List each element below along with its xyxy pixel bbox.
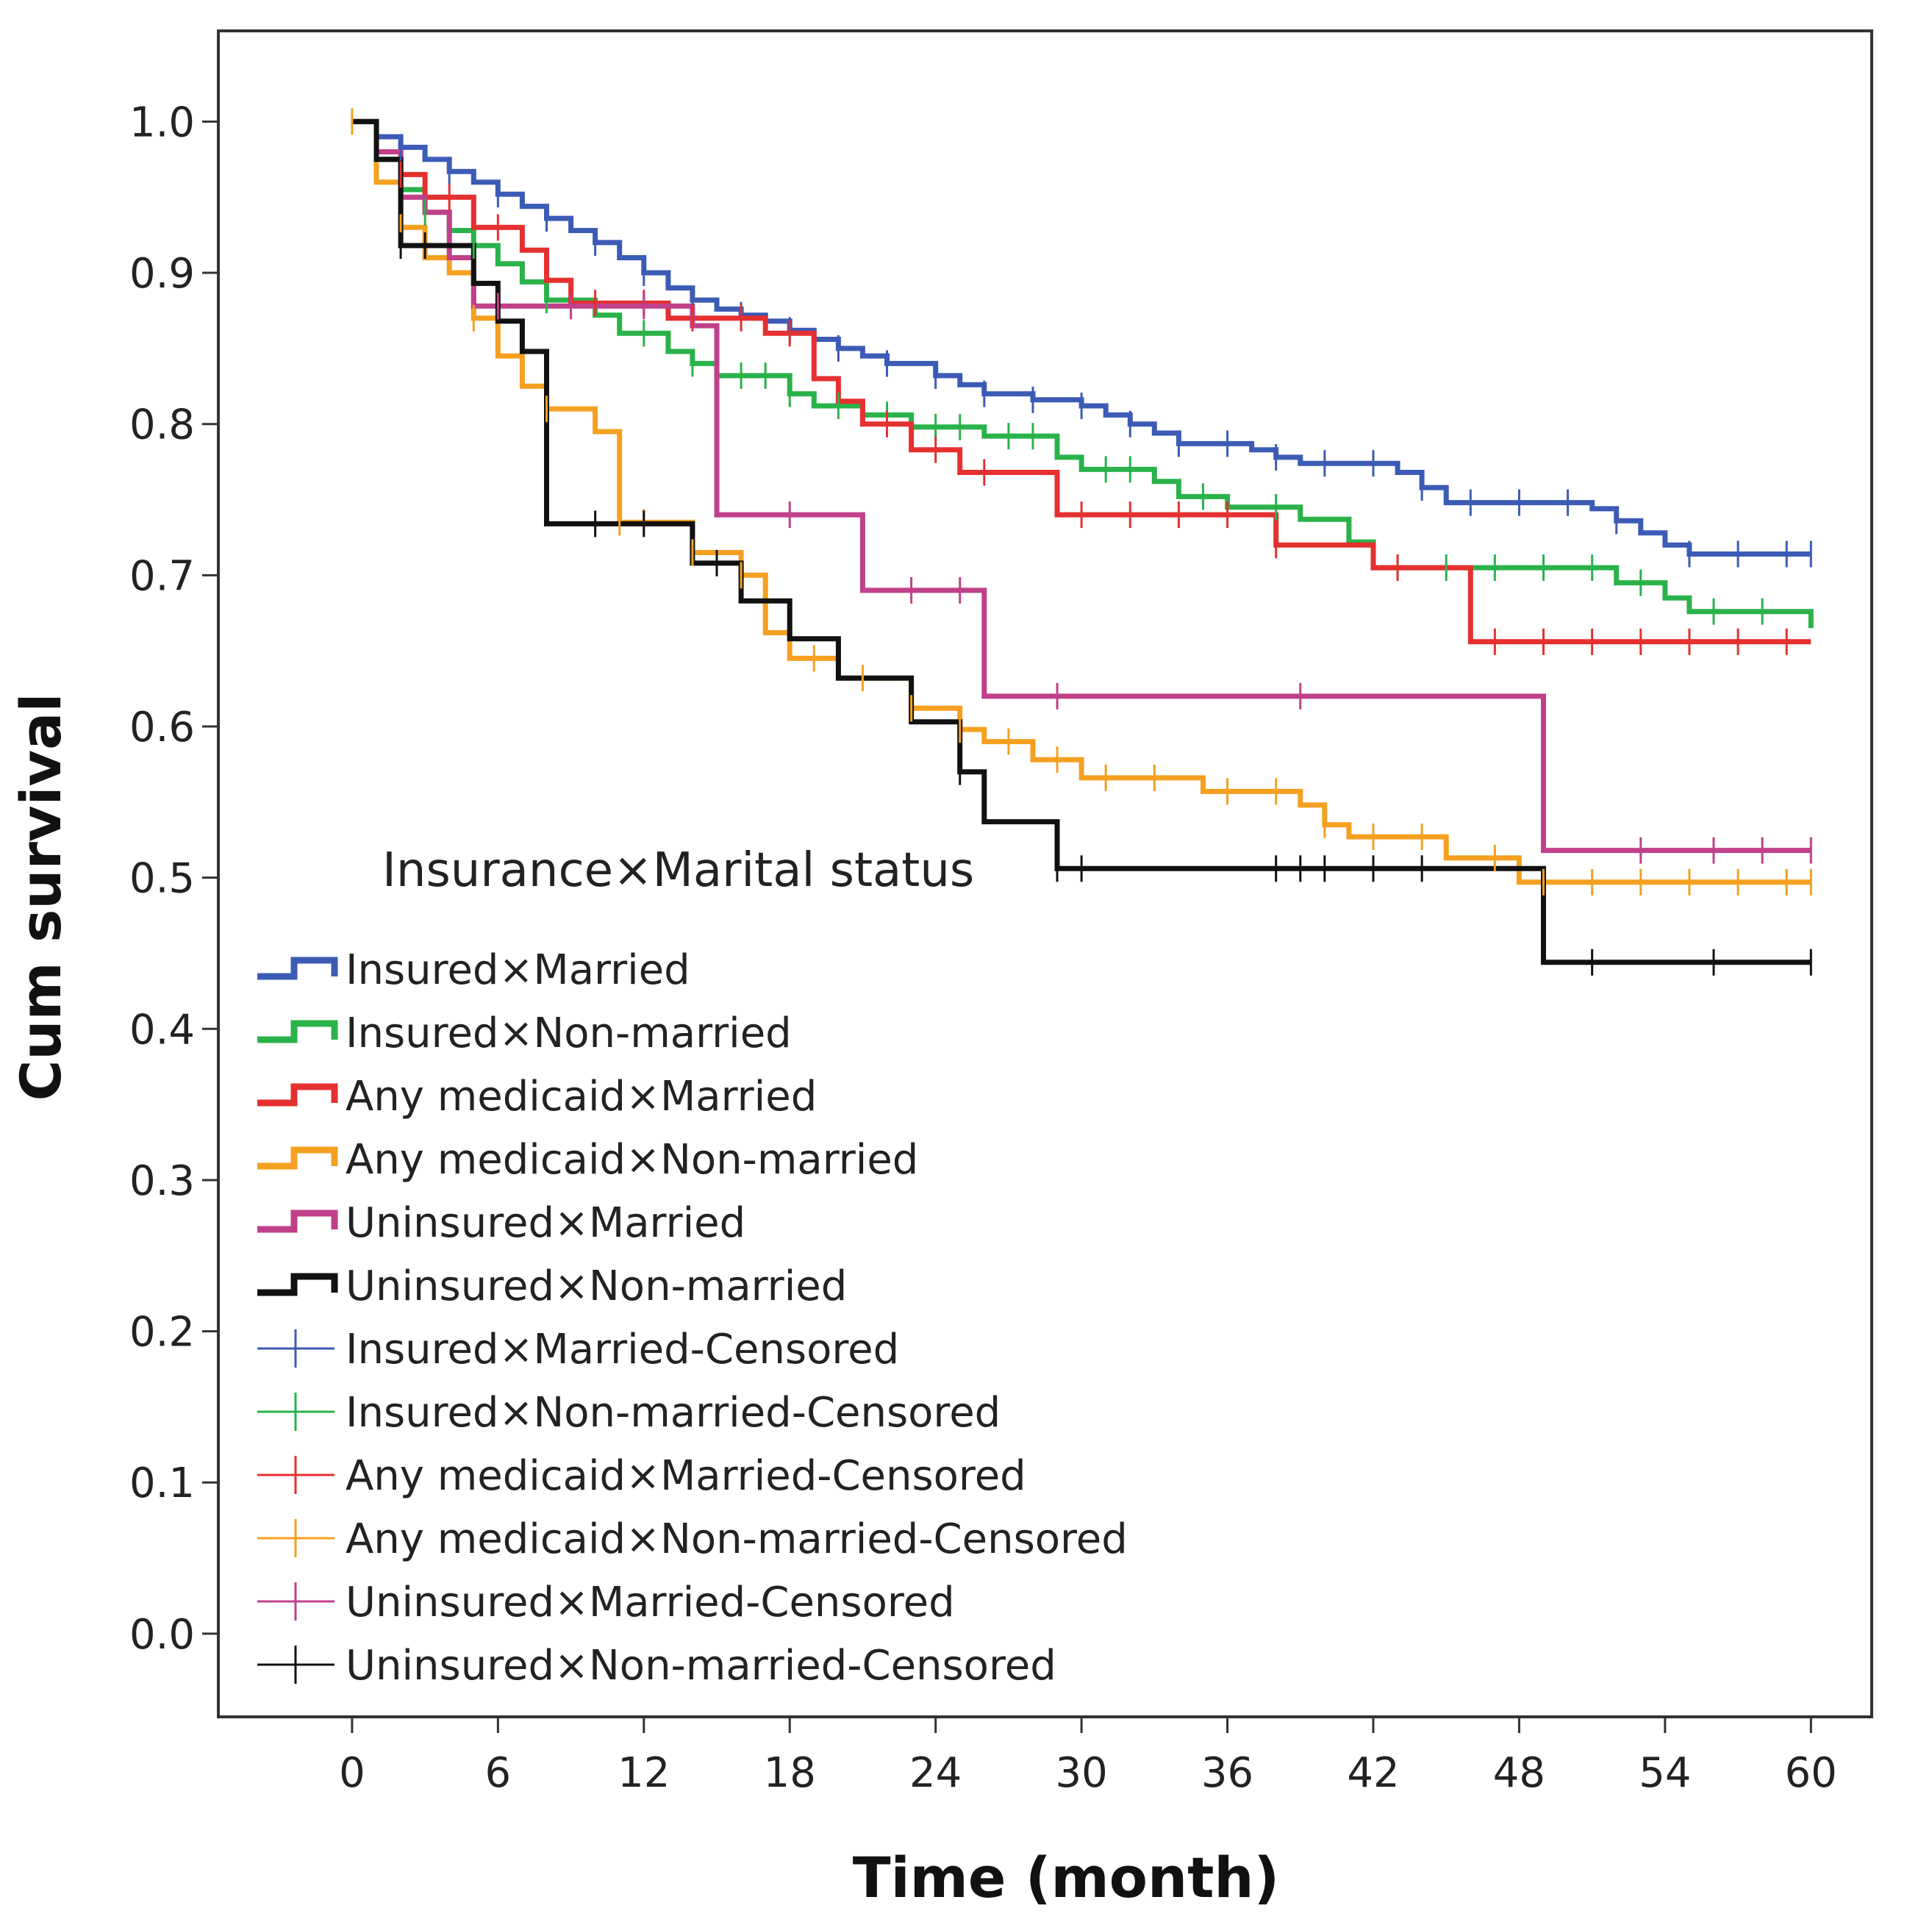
y-tick-label: 0.8 [129,401,195,449]
y-tick-label: 0.2 [129,1309,195,1357]
x-tick-label: 36 [1201,1749,1253,1797]
x-axis: 0 6 12 18 24 30 36 42 48 54 60 [339,1717,1837,1797]
legend-label: Uninsured×Married [346,1199,745,1247]
x-tick-label: 48 [1493,1749,1545,1797]
y-tick-label: 0.7 [129,552,195,600]
legend-step-symbol [257,1146,338,1170]
legend-label: Insured×Non-married-Censored [346,1389,1001,1437]
x-tick-label: 12 [618,1749,670,1797]
curve-any-medicaid-non-married [351,118,1811,885]
legend-label: Uninsured×Non-married [346,1262,847,1310]
x-tick-label: 30 [1055,1749,1107,1797]
legend-label: Insured×Married-Censored [346,1326,899,1373]
legend-label: Any medicaid×Non-married [346,1136,918,1184]
legend-label: Uninsured×Married-Censored [346,1579,955,1626]
legend-label: Any medicaid×Married-Censored [346,1452,1026,1500]
y-axis-title: Cum survival [8,693,74,1101]
legend: Insured×Married Insured×Non-married Any me… [257,946,1128,1690]
legend-label: Insured×Non-married [346,1010,792,1057]
legend-step-symbol [257,1210,338,1233]
x-tick-label: 54 [1639,1749,1691,1797]
x-axis-title: Time (month) [853,1845,1280,1910]
legend-label: Insured×Married [346,946,690,994]
legend-step-symbol [257,1083,338,1107]
legend-title: Insurance×Marital status [382,843,974,898]
x-tick-label: 42 [1347,1749,1399,1797]
curve-insured-married [351,118,1811,557]
x-tick-label: 18 [764,1749,816,1797]
censor-marks [351,108,1812,976]
legend-step-symbol [257,1020,338,1043]
y-tick-label: 1.0 [129,99,195,146]
legend-label: Any medicaid×Non-married-Censored [346,1515,1128,1563]
x-tick-label: 6 [485,1749,512,1797]
y-tick-label: 0.5 [129,855,195,903]
y-tick-label: 0.1 [129,1460,195,1507]
y-tick-label: 0.9 [129,250,195,298]
plot-frame [217,29,1873,1718]
y-tick-label: 0.4 [129,1006,195,1054]
y-tick-label: 0.0 [129,1611,195,1659]
legend-step-symbol [257,957,338,980]
y-axis: 0.0 0.1 0.2 0.3 0.4 0.5 0.6 0.7 0.8 0.9 1.0 [129,99,218,1659]
x-tick-label: 60 [1785,1749,1837,1797]
y-tick-label: 0.3 [129,1157,195,1205]
legend-label: Uninsured×Non-married-Censored [346,1642,1056,1690]
legend-label: Any medicaid×Married [346,1073,817,1121]
x-tick-label: 0 [339,1749,365,1797]
x-tick-label: 24 [909,1749,962,1797]
legend-step-symbol [257,1273,338,1296]
y-tick-label: 0.6 [129,704,195,751]
